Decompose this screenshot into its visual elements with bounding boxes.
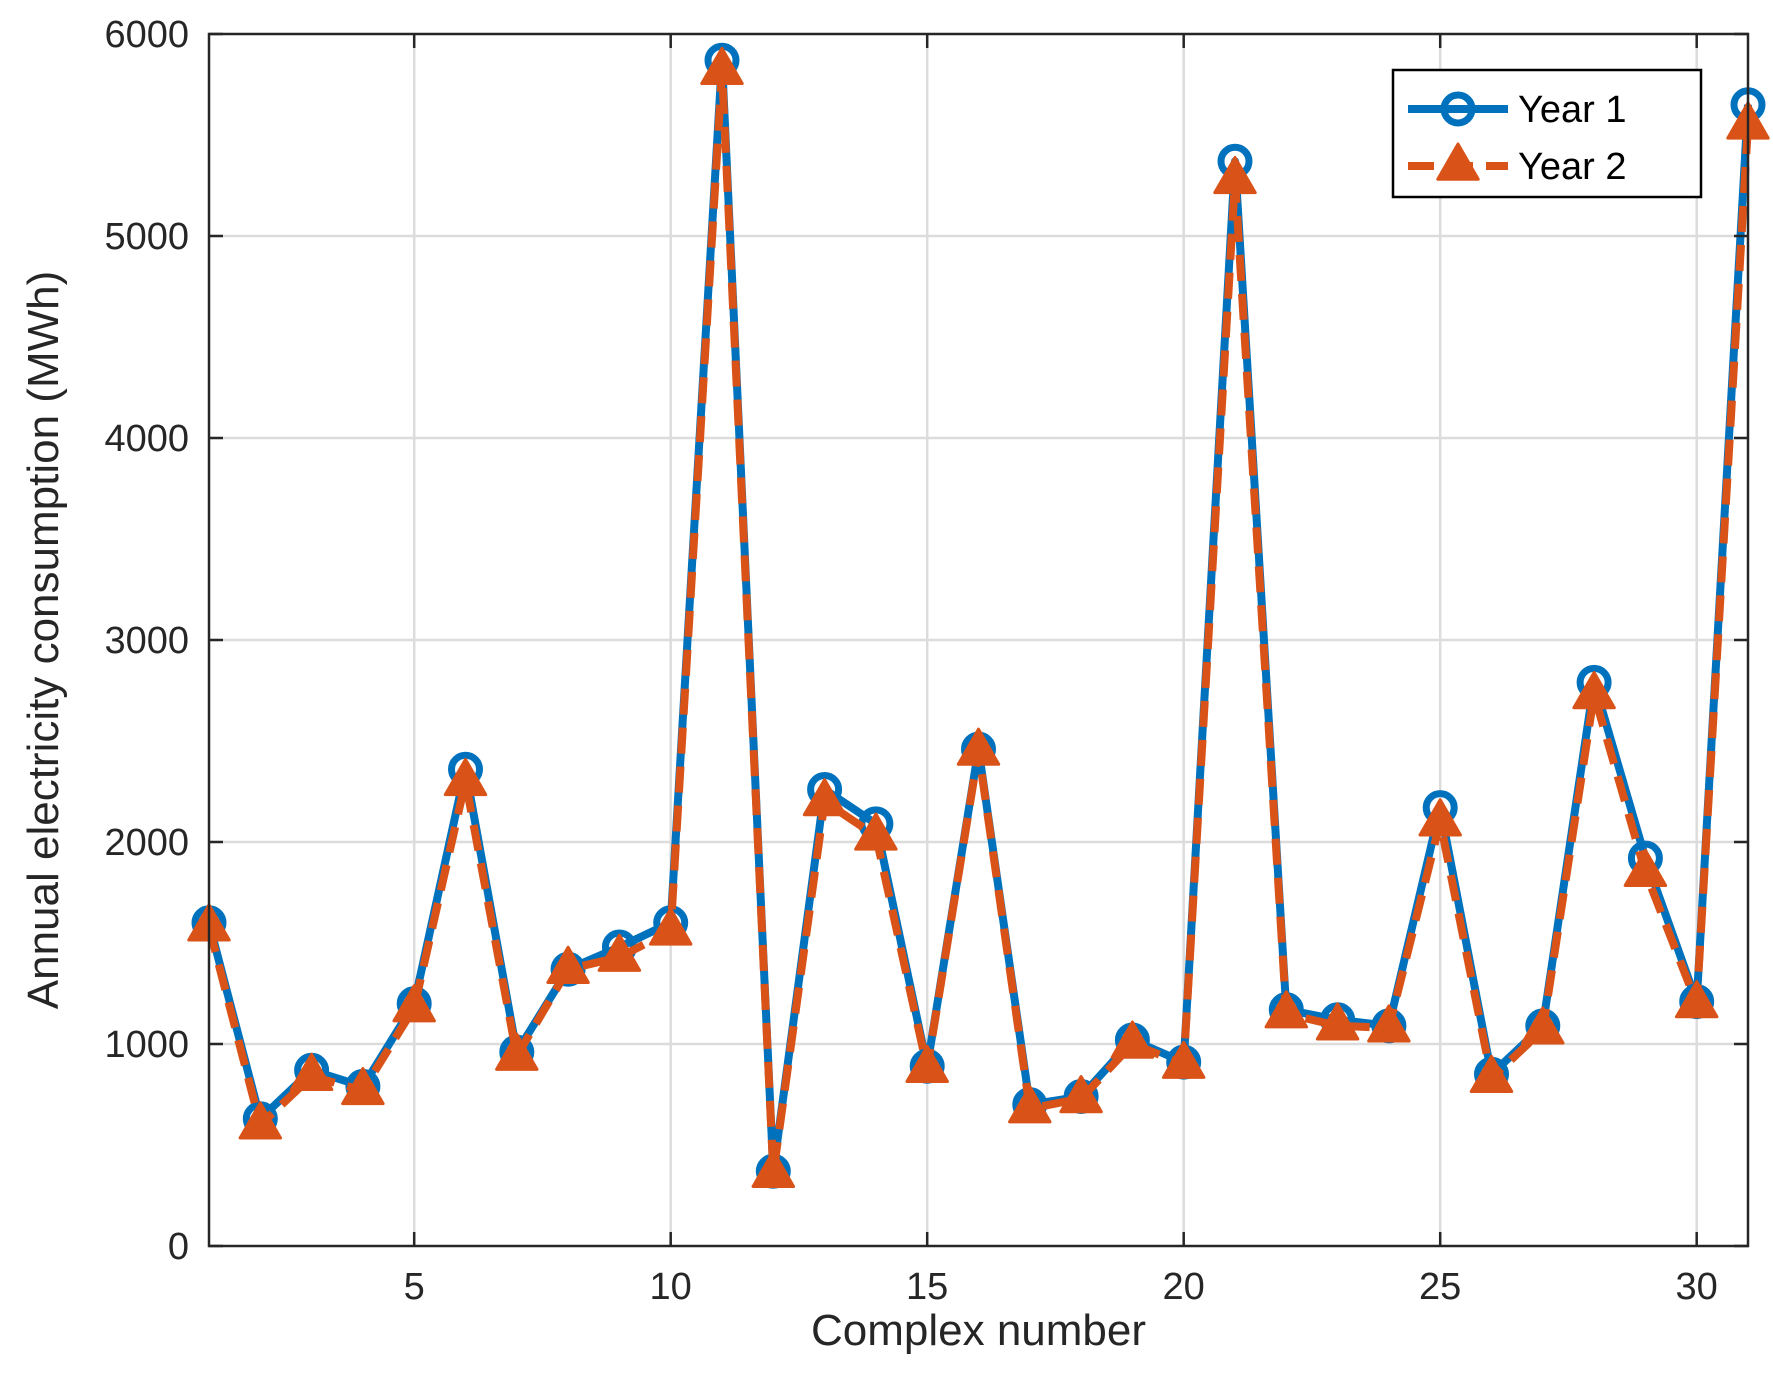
x-tick-label: 25 (1419, 1266, 1461, 1308)
data-point-year-2 (1367, 1004, 1411, 1043)
data-point-year-2 (1161, 1040, 1206, 1079)
y-axis-title: Annual electricity consumption (MWh) (19, 271, 68, 1009)
data-point-year-2 (1623, 848, 1668, 887)
data-point-year-2 (956, 727, 1001, 766)
data-point-year-2 (751, 1149, 796, 1188)
x-tick-label: 15 (906, 1266, 948, 1308)
y-tick-labels: 0 1000 2000 3000 4000 5000 6000 (104, 14, 189, 1268)
legend-sample-year-1 (1408, 91, 1508, 127)
legend-marker (1436, 142, 1480, 181)
data-point-year-2 (1059, 1075, 1103, 1114)
data-point-year-2 (648, 907, 693, 946)
data-point-year-2 (1469, 1054, 1514, 1094)
legend-entry-year-2: Year 2 (1408, 142, 1626, 188)
x-tick-label: 20 (1163, 1266, 1205, 1308)
plot-area (187, 32, 1770, 1248)
legend-marker (1440, 91, 1476, 127)
data-point-year-2 (1521, 1006, 1565, 1045)
data-point-year-2 (1418, 798, 1462, 837)
data-point-year-2 (238, 1101, 283, 1140)
y-tick-label: 4000 (104, 418, 189, 460)
data-point-year-2 (1008, 1085, 1052, 1124)
data-point-year-2 (495, 1032, 539, 1071)
y-tick-label: 0 (168, 1226, 189, 1268)
y-tick-label: 5000 (104, 216, 189, 258)
x-axis-title: Complex number (811, 1306, 1146, 1355)
tick-marks (209, 32, 1748, 1248)
y-tick-label: 6000 (104, 14, 189, 56)
data-point-year-2 (1264, 990, 1309, 1029)
x-tick-label: 10 (650, 1266, 692, 1308)
data-point-year-2 (597, 933, 642, 972)
data-point-year-2 (1572, 671, 1616, 710)
legend: Year 1 Year 2 (1391, 68, 1703, 199)
y-tick-label: 3000 (104, 620, 189, 662)
y-tick-label: 1000 (104, 1024, 189, 1066)
data-point-year-2 (1674, 980, 1719, 1019)
legend-sample-year-2 (1408, 142, 1508, 181)
y-gridlines (209, 234, 1748, 1046)
data-point-year-2 (443, 757, 488, 797)
data-point-year-2 (1315, 1002, 1360, 1041)
legend-label-year-2: Year 2 (1518, 146, 1626, 188)
data-point-year-2 (905, 1044, 949, 1083)
data-point-year-2 (854, 812, 898, 851)
x-tick-label: 30 (1676, 1266, 1718, 1308)
legend-entry-year-1: Year 1 (1408, 89, 1626, 131)
data-point-year-2 (1213, 155, 1257, 195)
x-tick-labels: 5 10 15 20 25 30 (404, 1266, 1718, 1308)
data-point-year-2 (341, 1066, 385, 1106)
data-point-year-2 (700, 46, 744, 86)
legend-label-year-1: Year 1 (1518, 89, 1626, 131)
data-point-year-2 (546, 945, 590, 984)
y-tick-label: 2000 (104, 822, 189, 864)
data-point-year-2 (392, 984, 436, 1023)
data-point-year-2 (802, 778, 847, 817)
data-point-year-2 (289, 1052, 334, 1092)
data-point-year-2 (1110, 1020, 1155, 1059)
x-tick-label: 5 (404, 1266, 425, 1308)
